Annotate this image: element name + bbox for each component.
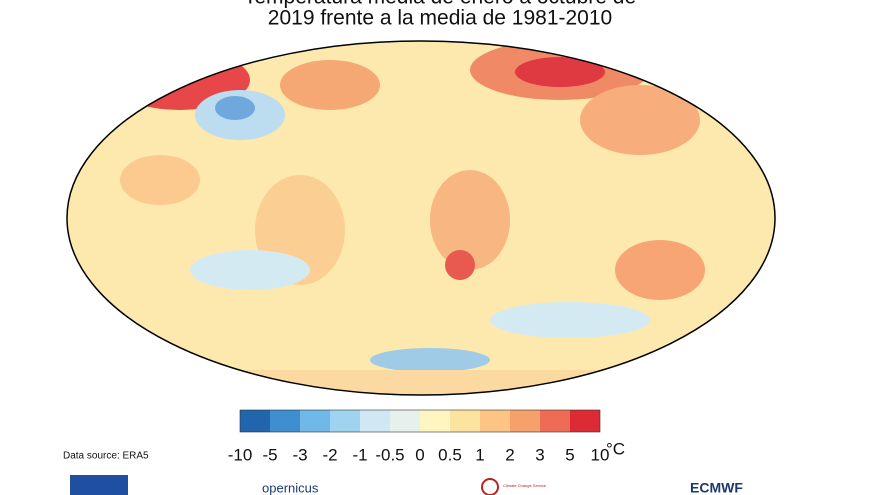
colorbar-tick-label: 3 [535, 445, 544, 464]
colorbar-swatch [390, 410, 420, 432]
colorbar-swatch [330, 410, 360, 432]
logo-text: opernicus [262, 480, 319, 495]
colorbar-tick-label: 1 [475, 445, 484, 464]
colorbar: -10 -5 -3 -2 -1 -0.5 0 0.5 1 2 3 5 10°C [228, 409, 625, 464]
colorbar-swatch [240, 410, 270, 432]
colorbar-tick-label: 2 [505, 445, 514, 464]
title-line: Temperatura media de enero a octubre de [244, 0, 636, 9]
colorbar-swatch [450, 410, 480, 432]
data-source: Data source: ERA5 [63, 451, 149, 462]
temperature-map [67, 41, 775, 395]
colorbar-swatch [570, 410, 600, 432]
colorbar-tick-label: 0 [415, 445, 424, 464]
colorbar-tick-label: -5 [262, 445, 277, 464]
colorbar-swatch [420, 410, 450, 432]
colorbar-tick-label: -10 [228, 445, 253, 464]
colorbar-swatch [540, 410, 570, 432]
colorbar-tick-label: 5 [565, 445, 574, 464]
colorbar-swatch [270, 410, 300, 432]
logo-icon [481, 478, 499, 495]
eu-flag [70, 475, 128, 495]
logo-text: Climate Change Service [503, 483, 547, 488]
colorbar-frame [239, 409, 601, 433]
colorbar-swatch [480, 410, 510, 432]
colorbar-tick-label: -0.5 [375, 445, 404, 464]
colorbar-swatch [300, 410, 330, 432]
colorbar-tick-label: 10 [591, 445, 610, 464]
colorbar-unit: °C [606, 439, 625, 458]
colorbar-swatch [510, 410, 540, 432]
title-line: 2019 frente a la media de 1981-2010 [268, 7, 612, 30]
logo-text: ECMWF [690, 480, 743, 495]
colorbar-swatch [360, 410, 390, 432]
colorbar-tick-label: -3 [292, 445, 307, 464]
colorbar-tick-label: 0.5 [438, 445, 462, 464]
colorbar-tick-label: -1 [352, 445, 367, 464]
colorbar-tick-label: -2 [322, 445, 337, 464]
